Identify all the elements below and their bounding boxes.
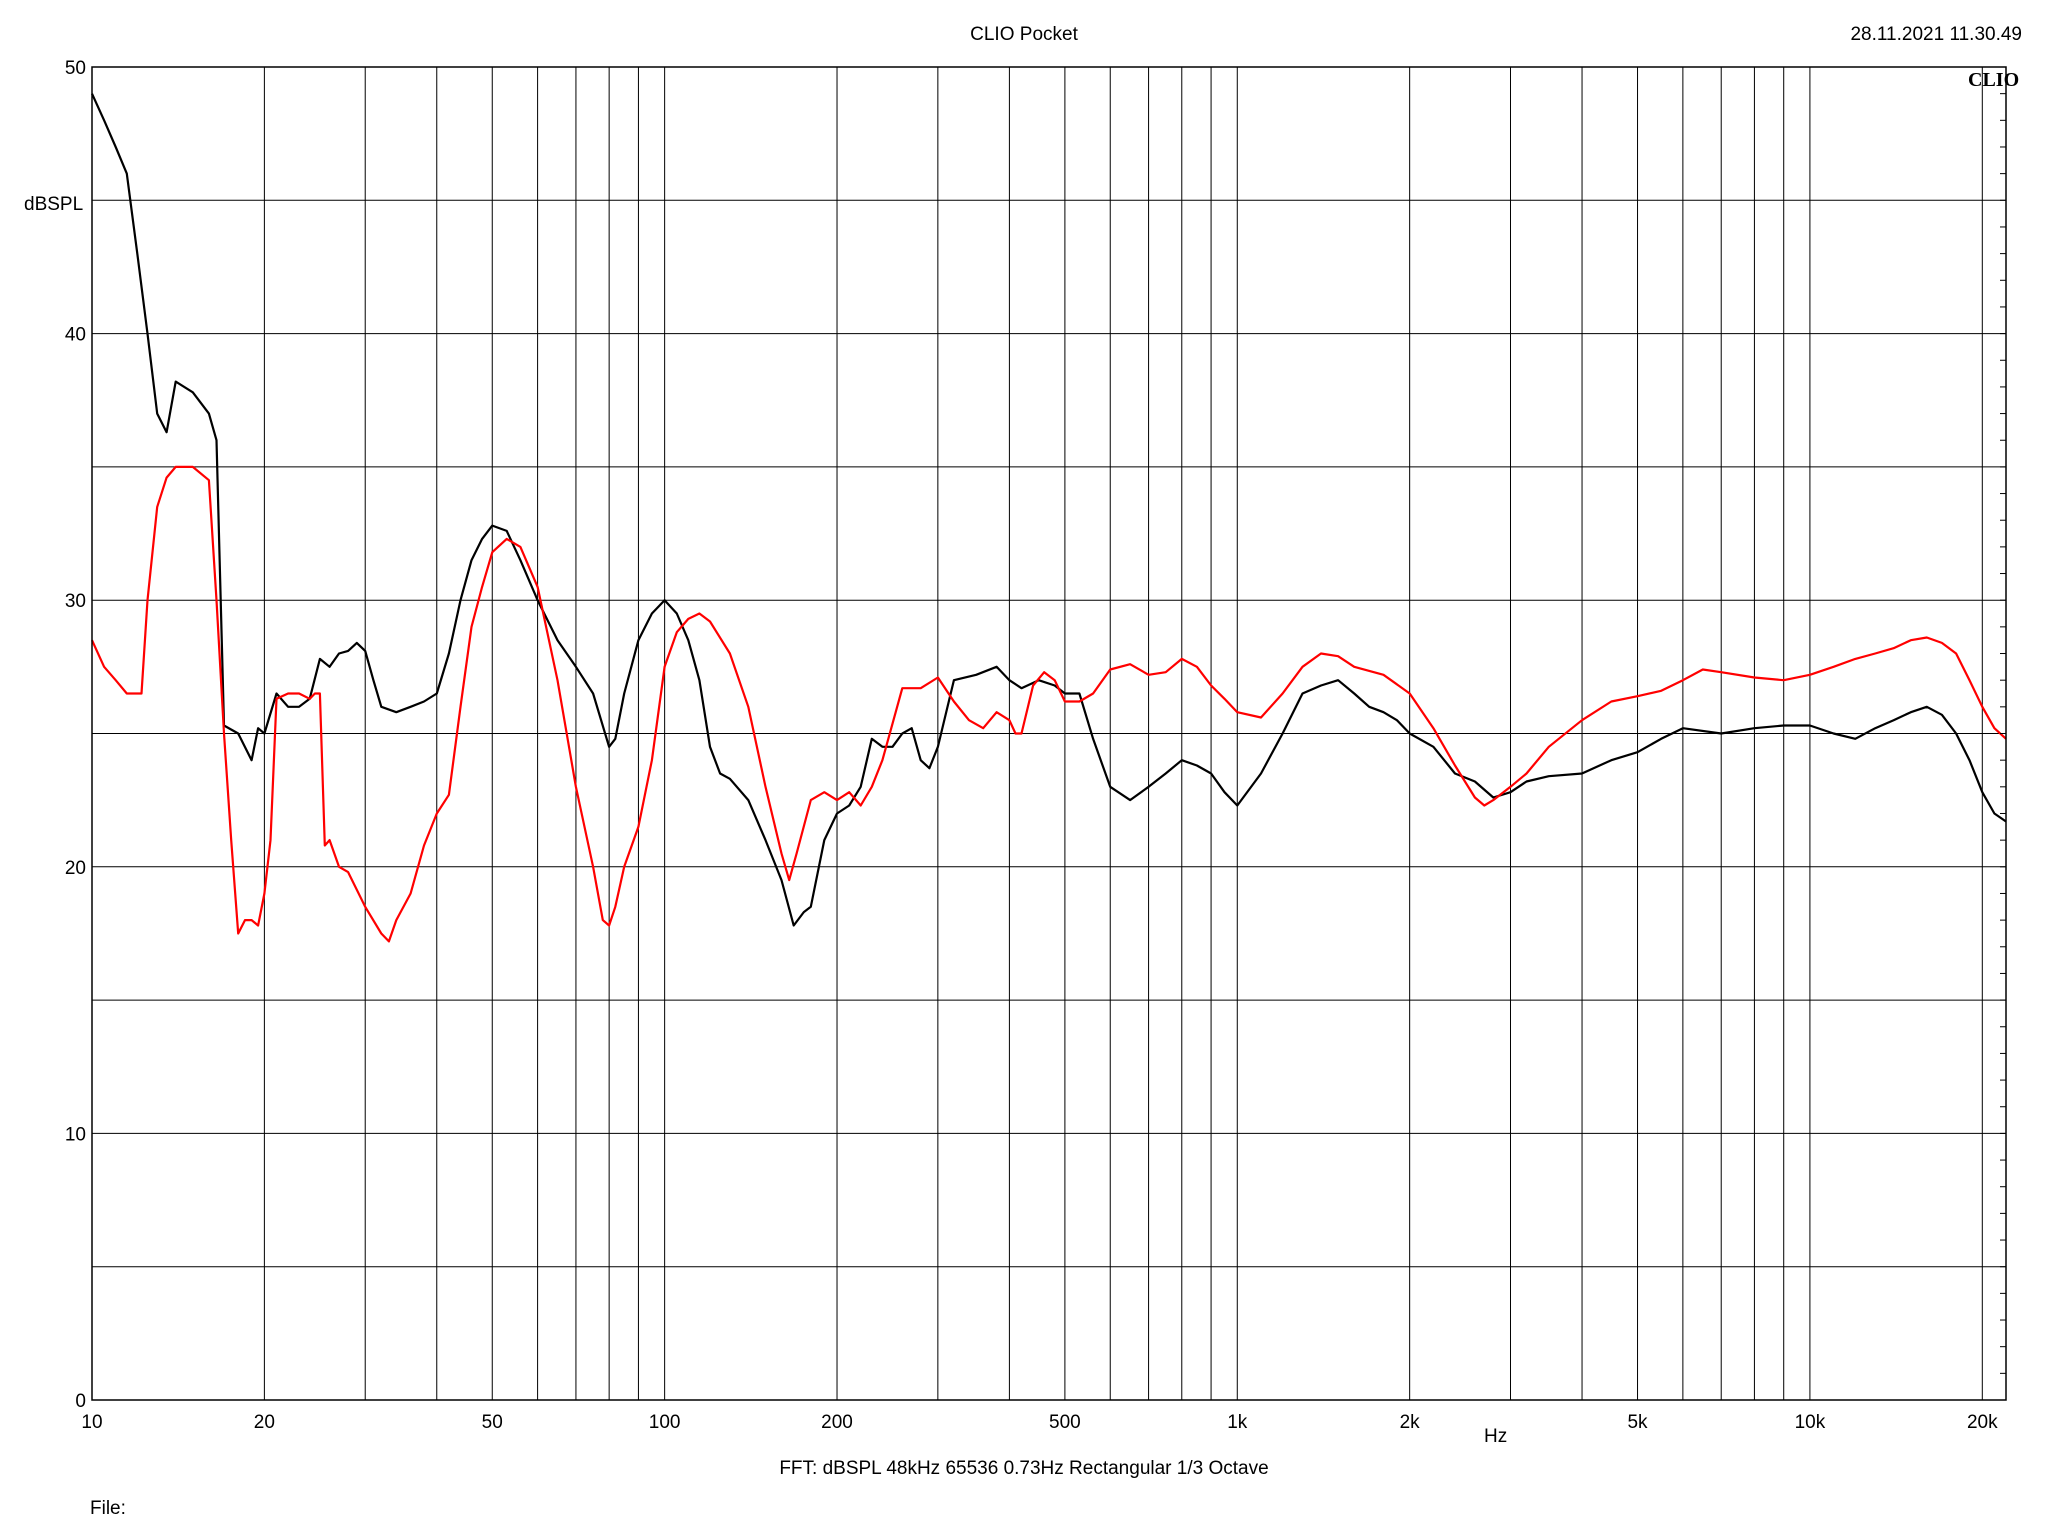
x-tick-label: 20 (254, 1412, 275, 1433)
y-tick-label: 0 (75, 1391, 86, 1412)
series-line-red (90, 465, 2007, 943)
chart-title: CLIO Pocket (970, 24, 1078, 45)
y-tick-label: 40 (65, 325, 86, 346)
x-tick-label: 2k (1400, 1412, 1421, 1433)
measurement-settings: FFT: dBSPL 48kHz 65536 0.73Hz Rectangula… (779, 1458, 1269, 1479)
x-tick-label: 500 (1049, 1412, 1081, 1433)
x-tick-label: 100 (649, 1412, 681, 1433)
plot-frame (91, 66, 2007, 1401)
x-axis-label: Hz (1484, 1426, 1507, 1447)
y-tick-label: 10 (65, 1124, 86, 1145)
y-tick-label: 20 (65, 858, 86, 879)
file-label: File: (90, 1498, 126, 1519)
x-tick-label: 1k (1227, 1412, 1248, 1433)
timestamp: 28.11.2021 11.30.49 (1850, 24, 2022, 45)
x-tick-label: 200 (821, 1412, 853, 1433)
x-tick-label: 10k (1795, 1412, 1826, 1433)
y-tick-label: 50 (65, 58, 86, 79)
clio-brand-label: CLIO (1968, 69, 2019, 91)
x-tick-label: 50 (482, 1412, 503, 1433)
x-tick-label: 20k (1967, 1412, 1998, 1433)
y-axis-label: dBSPL (24, 194, 83, 215)
x-tick-label: 5k (1627, 1412, 1648, 1433)
data-series (90, 93, 2007, 943)
series-line-black (90, 93, 2007, 927)
x-tick-label: 10 (81, 1412, 102, 1433)
y-tick-label: 30 (65, 591, 86, 612)
grid-lines (92, 67, 2006, 1400)
